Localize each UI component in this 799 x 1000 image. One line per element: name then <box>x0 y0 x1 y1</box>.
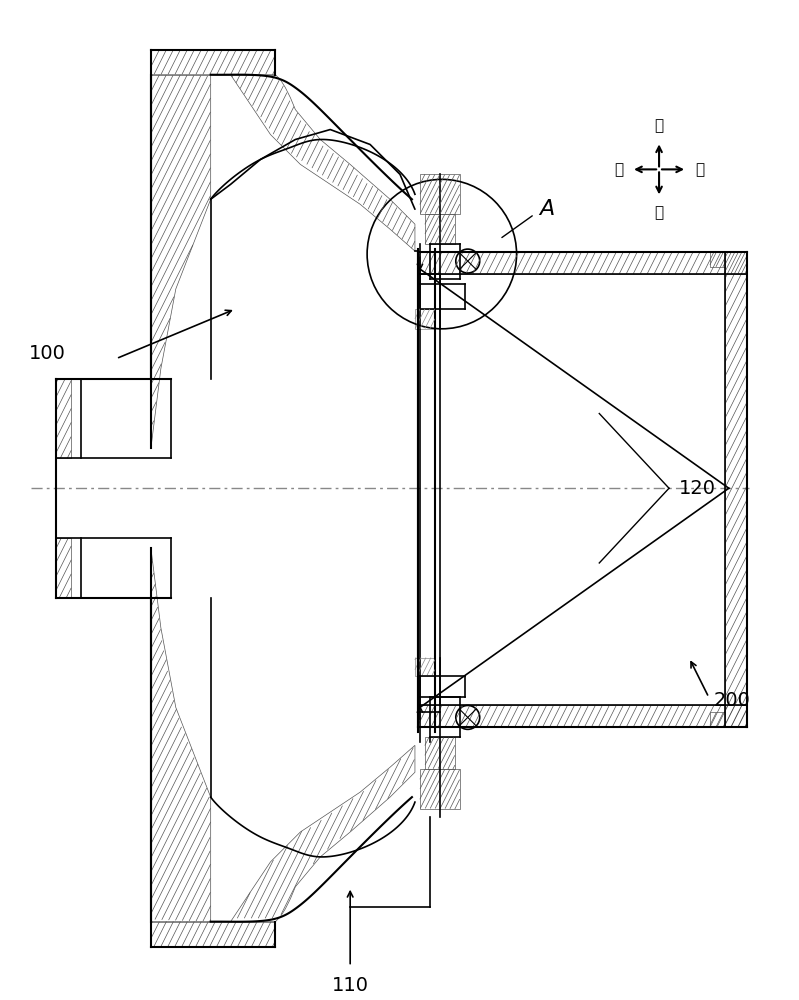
Text: 100: 100 <box>30 344 66 363</box>
Text: 外: 外 <box>654 119 664 134</box>
Text: 内: 内 <box>654 205 664 220</box>
Text: 后: 后 <box>614 162 623 177</box>
Circle shape <box>455 249 479 273</box>
Text: 前: 前 <box>695 162 704 177</box>
Text: A: A <box>539 199 555 219</box>
Text: 120: 120 <box>679 479 716 498</box>
Circle shape <box>455 705 479 729</box>
Text: 200: 200 <box>714 691 751 710</box>
Text: 110: 110 <box>332 976 368 995</box>
